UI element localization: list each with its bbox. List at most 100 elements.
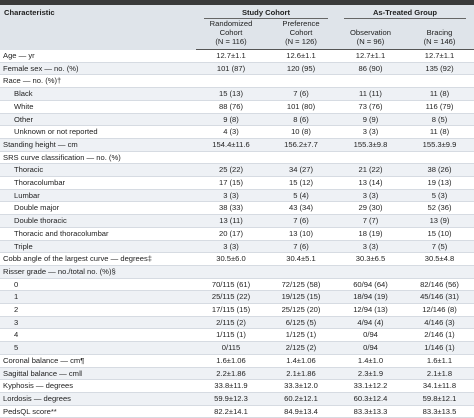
table-cell: 101 (80) xyxy=(266,100,336,114)
table-cell: 70/115 (61) xyxy=(196,278,266,292)
table-cell xyxy=(336,151,405,165)
table-cell: 1/146 (1) xyxy=(405,341,474,355)
table-cell: 21 (22) xyxy=(336,163,405,178)
table-cell: 13 (9) xyxy=(405,214,474,228)
row-label: Risser grade — no./total no. (%)§ xyxy=(0,265,196,279)
column-header: Randomized Cohort (N = 116) xyxy=(196,19,266,50)
row-label: Cobb angle of the largest curve — degree… xyxy=(0,252,196,266)
table-cell: 86 (90) xyxy=(336,62,405,76)
table-row: Unknown or not reported 4 (3) 10 (8) 3 (3) 1… xyxy=(0,125,474,139)
table-cell: 30.3±6.5 xyxy=(336,252,405,266)
table-cell: 45/146 (31) xyxy=(405,290,474,305)
table-cell: 33.8±11.9 xyxy=(196,379,266,393)
column-header: Preference Cohort (N = 126) xyxy=(266,19,336,50)
row-label: Age — yr xyxy=(0,49,196,63)
row-label: Thoracolumbar xyxy=(0,176,196,190)
table-cell: 4/146 (3) xyxy=(405,316,474,330)
table-row: Double major 38 (33) 43 (34) 29 (30) 52 (36) xyxy=(0,201,474,216)
table-cell: 19 (13) xyxy=(405,176,474,190)
table-header: Characteristic Study Cohort As-Treated G… xyxy=(0,5,474,50)
table-cell xyxy=(266,265,336,279)
table-cell: 59.9±12.3 xyxy=(196,392,266,406)
table-cell: 60.3±12.4 xyxy=(336,392,405,406)
row-label: Female sex — no. (%) xyxy=(0,62,196,76)
table-cell xyxy=(196,74,266,89)
table-row: SRS curve classification — no. (%) xyxy=(0,151,474,165)
table-cell: 43 (34) xyxy=(266,201,336,216)
row-label: Black xyxy=(0,87,196,101)
table-cell: 135 (92) xyxy=(405,62,474,76)
table-cell: 25 (22) xyxy=(196,163,266,178)
table-cell: 82.2±14.1 xyxy=(196,405,266,418)
table-cell: 6/125 (5) xyxy=(266,316,336,330)
table-row: 0 70/115 (61) 72/125 (58) 60/94 (64) 82/146 … xyxy=(0,278,474,292)
table-cell: 1.4±1.0 xyxy=(336,354,405,368)
table-cell: 30.5±4.8 xyxy=(405,252,474,266)
row-label: Triple xyxy=(0,240,196,254)
table-row: Black 15 (13) 7 (6) 11 (11) 11 (8) xyxy=(0,87,474,101)
table-row: 4 1/115 (1) 1/125 (1) 0/94 2/146 (1) xyxy=(0,328,474,343)
table-cell: 20 (17) xyxy=(196,227,266,241)
table-cell: 33.3±12.0 xyxy=(266,379,336,393)
table-row: Kyphosis — degrees 33.8±11.9 33.3±12.0 33.1… xyxy=(0,379,474,393)
table-cell: 1/125 (1) xyxy=(266,328,336,343)
table-cell: 155.3±9.9 xyxy=(405,138,474,152)
table-cell: 29 (30) xyxy=(336,201,405,216)
table-cell: 83.3±13.5 xyxy=(405,405,474,418)
table-cell: 12/146 (8) xyxy=(405,303,474,317)
table-cell: 25/125 (20) xyxy=(266,303,336,317)
table-cell: 73 (76) xyxy=(336,100,405,114)
table-cell: 2.1±1.8 xyxy=(405,367,474,381)
table-cell: 7 (6) xyxy=(266,87,336,101)
row-label: Thoracic and thoracolumbar xyxy=(0,227,196,241)
column-header-line: Observation xyxy=(350,28,391,37)
table-cell: 13 (14) xyxy=(336,176,405,190)
table-cell: 156.2±7.7 xyxy=(266,138,336,152)
table-cell: 2.1±1.86 xyxy=(266,367,336,381)
table-cell: 1.6±1.1 xyxy=(405,354,474,368)
table-cell: 34 (27) xyxy=(266,163,336,178)
table-cell: 19/125 (15) xyxy=(266,290,336,305)
table-cell: 25/115 (22) xyxy=(196,290,266,305)
table-cell: 12.7±1.1 xyxy=(336,49,405,63)
table-cell: 52 (36) xyxy=(405,201,474,216)
table-cell: 1.6±1.06 xyxy=(196,354,266,368)
row-label: Coronal balance — cm¶ xyxy=(0,354,196,368)
row-label: White xyxy=(0,100,196,114)
table-cell: 116 (79) xyxy=(405,100,474,114)
table-row: White 88 (76) 101 (80) 73 (76) 116 (79) xyxy=(0,100,474,114)
table-row: Sagittal balance — cm‖ 2.2±1.86 2.1±1.86 2.… xyxy=(0,367,474,381)
table-cell: 12.7±1.1 xyxy=(196,49,266,63)
column-header-line: (N = 96) xyxy=(356,37,385,46)
column-header-line: Randomized xyxy=(209,19,253,28)
table-cell xyxy=(405,151,474,165)
table-cell xyxy=(336,74,405,89)
column-header-line: Cohort xyxy=(289,28,313,37)
table-cell: 7 (5) xyxy=(405,240,474,254)
table-cell: 10 (8) xyxy=(266,125,336,139)
table-cell: 5 (4) xyxy=(266,189,336,203)
table-cell: 0/94 xyxy=(336,328,405,343)
table-cell: 11 (8) xyxy=(405,87,474,101)
table-row: 3 2/115 (2) 6/125 (5) 4/94 (4) 4/146 (3) xyxy=(0,316,474,330)
row-label: Lumbar xyxy=(0,189,196,203)
table-cell: 0/94 xyxy=(336,341,405,355)
table-cell: 4/94 (4) xyxy=(336,316,405,330)
table-cell: 38 (33) xyxy=(196,201,266,216)
row-label: Double thoracic xyxy=(0,214,196,228)
table-cell xyxy=(196,151,266,165)
row-label: 4 xyxy=(0,328,196,343)
table-row: Other 9 (8) 8 (6) 9 (9) 8 (5) xyxy=(0,113,474,127)
column-header-line: Bracing xyxy=(426,28,453,37)
table-cell: 18/94 (19) xyxy=(336,290,405,305)
row-label: Kyphosis — degrees xyxy=(0,379,196,393)
table-row: Lordosis — degrees 59.9±12.3 60.2±12.1 60.3… xyxy=(0,392,474,406)
table-row: 5 0/115 2/125 (2) 0/94 1/146 (1) xyxy=(0,341,474,355)
table-cell: 12.7±1.1 xyxy=(405,49,474,63)
column-header-line: (N = 126) xyxy=(285,37,317,46)
table-row: Thoracic and thoracolumbar 20 (17) 13 (10)… xyxy=(0,227,474,241)
table-cell: 1/115 (1) xyxy=(196,328,266,343)
row-label: Double major xyxy=(0,201,196,216)
table-cell: 3 (3) xyxy=(336,189,405,203)
